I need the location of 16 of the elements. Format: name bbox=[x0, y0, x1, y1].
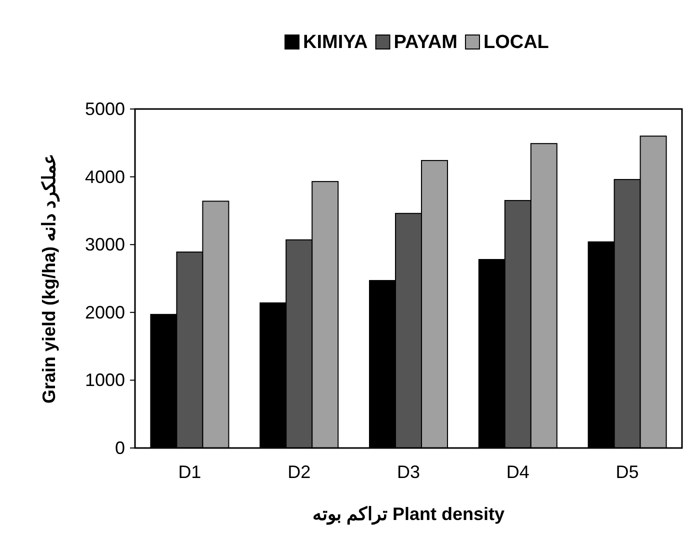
y-axis-title: Grain yield (kg/ha) عملکرد دانه bbox=[39, 153, 60, 404]
y-tick-label: 0 bbox=[114, 438, 125, 458]
legend-label: KIMIYA bbox=[303, 32, 368, 53]
y-tick-label: 1000 bbox=[84, 370, 125, 390]
x-axis-title: تراکم بوته Plant density bbox=[312, 504, 505, 525]
y-tick-label: 4000 bbox=[84, 166, 125, 187]
x-tick-label: D4 bbox=[506, 462, 530, 482]
x-tick-label: D5 bbox=[616, 462, 639, 482]
x-tick-label: D3 bbox=[396, 462, 420, 482]
x-tick-label: D2 bbox=[288, 462, 311, 482]
y-tick-label: 3000 bbox=[84, 234, 125, 255]
y-tick-label: 2000 bbox=[84, 302, 125, 322]
x-tick-label: D1 bbox=[178, 462, 202, 482]
legend-label: LOCAL bbox=[483, 32, 550, 53]
y-tick-label: 5000 bbox=[84, 99, 125, 119]
legend-label: PAYAM bbox=[394, 32, 458, 53]
